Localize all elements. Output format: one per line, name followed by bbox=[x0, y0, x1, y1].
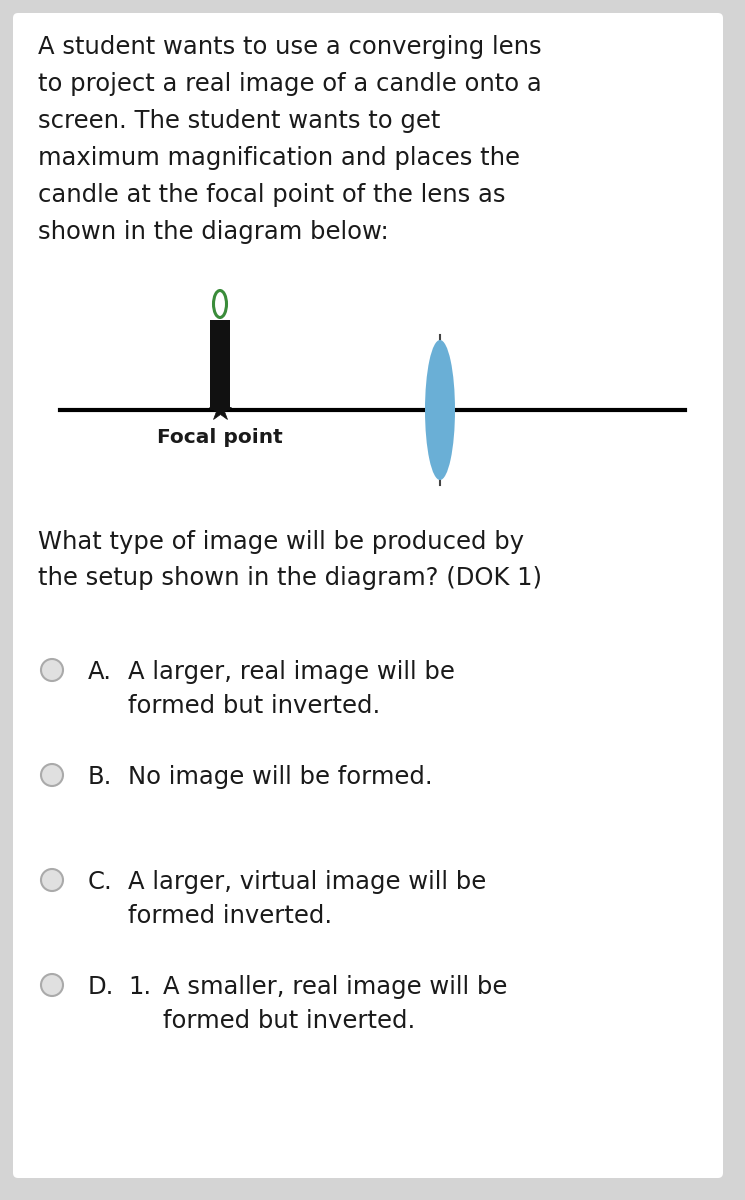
Ellipse shape bbox=[425, 340, 455, 480]
Text: A larger, virtual image will be: A larger, virtual image will be bbox=[128, 870, 486, 894]
Text: candle at the focal point of the lens as: candle at the focal point of the lens as bbox=[38, 182, 506, 206]
Text: the setup shown in the diagram? (DOK 1): the setup shown in the diagram? (DOK 1) bbox=[38, 566, 542, 590]
FancyBboxPatch shape bbox=[13, 13, 723, 1178]
Text: D.: D. bbox=[88, 974, 115, 998]
Text: A student wants to use a converging lens: A student wants to use a converging lens bbox=[38, 35, 542, 59]
Text: screen. The student wants to get: screen. The student wants to get bbox=[38, 109, 440, 133]
Circle shape bbox=[41, 659, 63, 680]
Text: What type of image will be produced by: What type of image will be produced by bbox=[38, 530, 524, 554]
Circle shape bbox=[41, 869, 63, 890]
Text: A smaller, real image will be: A smaller, real image will be bbox=[163, 974, 507, 998]
Circle shape bbox=[41, 974, 63, 996]
Text: to project a real image of a candle onto a: to project a real image of a candle onto… bbox=[38, 72, 542, 96]
Text: B.: B. bbox=[88, 766, 112, 790]
Text: formed inverted.: formed inverted. bbox=[128, 904, 332, 928]
Text: C.: C. bbox=[88, 870, 112, 894]
Text: No image will be formed.: No image will be formed. bbox=[128, 766, 433, 790]
Text: A larger, real image will be: A larger, real image will be bbox=[128, 660, 455, 684]
Text: formed but inverted.: formed but inverted. bbox=[128, 694, 380, 718]
Text: 1.: 1. bbox=[128, 974, 151, 998]
Circle shape bbox=[41, 764, 63, 786]
Text: maximum magnification and places the: maximum magnification and places the bbox=[38, 146, 520, 170]
Text: A.: A. bbox=[88, 660, 112, 684]
Bar bbox=[210, 320, 230, 410]
Text: Focal point: Focal point bbox=[157, 428, 283, 446]
Text: shown in the diagram below:: shown in the diagram below: bbox=[38, 220, 389, 244]
Text: formed but inverted.: formed but inverted. bbox=[163, 1009, 415, 1033]
